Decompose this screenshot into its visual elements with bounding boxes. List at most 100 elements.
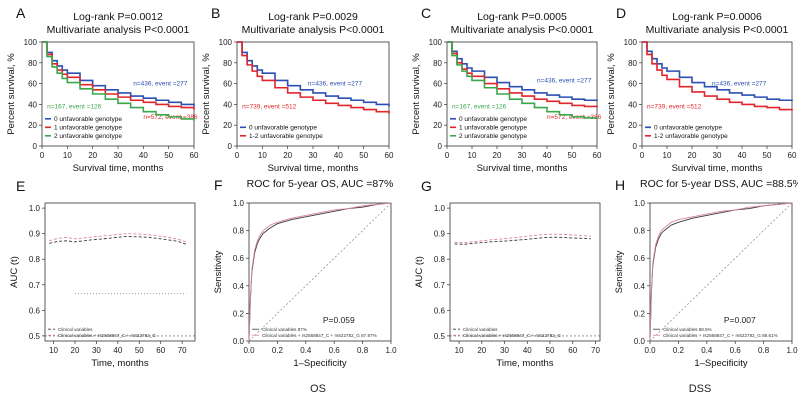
y-tick-label: 1.0 [233, 199, 245, 208]
y-tick-label: 40 [28, 100, 37, 109]
chart-title: ROC for 5-year DSS, AUC =88.5% [640, 178, 798, 190]
group-label-os: OS [310, 383, 326, 395]
x-tick-label: 10 [258, 151, 267, 160]
series-annotation: n=436, event =277 [712, 81, 767, 88]
y-tick-label: 100 [24, 38, 38, 47]
y-tick-label: 0.9 [29, 230, 41, 239]
x-tick-label: 60 [385, 151, 394, 160]
legend-entry: 0 unfavorable genotype [249, 125, 317, 132]
x-tick-label: 0.4 [701, 346, 713, 355]
y-tick-label: 0.8 [434, 255, 446, 264]
x-axis-label: Time, months [496, 358, 553, 369]
x-axis-label: Time, months [91, 358, 148, 369]
diagonal-line [248, 202, 392, 342]
legend-entry: Clinical variables 88.5% [663, 327, 712, 332]
panel-f: F ROC for 5-year OS, AUC =87% 0.0 0.2 0.4 0.6… [213, 177, 397, 369]
panel-letter: H [615, 177, 625, 193]
x-tick-label: 20 [477, 346, 486, 355]
y-tick-label: 1.0 [634, 199, 646, 208]
y-tick-label: 80 [28, 59, 37, 68]
y-tick-label: 0.4 [634, 282, 646, 291]
diagonal-line [649, 202, 793, 342]
plot-frame [649, 202, 793, 342]
y-tick-label: 60 [433, 80, 442, 89]
legend-entry: 1 unfavorable genotype [459, 125, 527, 132]
y-tick-label: 0.8 [29, 255, 41, 264]
x-tick-label: 0.2 [272, 346, 284, 355]
x-tick-label: 50 [546, 346, 555, 355]
x-tick-label: 0 [235, 151, 240, 160]
panel-h: H ROC for 5-year DSS, AUC =88.5% 0.0 0.2 0.4… [614, 177, 798, 369]
legend-entry: 1-2 unfavorable genotype [654, 133, 728, 140]
x-tick-label: 50 [763, 151, 772, 160]
x-tick-label: 30 [518, 151, 527, 160]
series-line [642, 41, 793, 111]
x-tick-label: 10 [663, 151, 672, 160]
y-tick-label: 0.5 [434, 332, 446, 341]
legend-entry: Clinical variables + rs2568847_C + rs622… [58, 333, 156, 338]
series-annotation: n=739, event =512 [242, 104, 297, 111]
y-tick-label: 0.7 [434, 281, 446, 290]
chart-title: Multivariate analysis P<0.0001 [242, 24, 385, 36]
series-line [642, 41, 793, 102]
series-annotation: n=436, event =277 [308, 81, 363, 88]
panel-letter: B [211, 5, 220, 21]
y-tick-label: 0.0 [233, 337, 245, 346]
panel-letter: C [421, 5, 431, 21]
y-tick-label: 60 [28, 80, 37, 89]
legend-entry: Clinical variables [463, 327, 498, 332]
panel-e: E 10 20 30 40 50 60 70 0.5 0.6 0.7 0.8 0.9 1.0 Time, m… [9, 178, 196, 369]
x-axis-label: Survival time, months [672, 163, 763, 174]
x-axis-label: Survival time, months [477, 163, 568, 174]
x-tick-label: 30 [500, 346, 509, 355]
x-tick-label: 30 [92, 346, 101, 355]
panel-letter: D [616, 5, 626, 21]
x-tick-label: 30 [713, 151, 722, 160]
x-tick-label: 60 [788, 151, 797, 160]
x-tick-label: 0.0 [243, 346, 255, 355]
chart-title: Multivariate analysis P<0.0001 [451, 24, 594, 36]
plot-frame [44, 202, 196, 342]
y-axis-label: AUC (t) [414, 256, 425, 288]
y-axis-label: Percent survival, % [606, 53, 617, 135]
y-tick-label: 0.6 [634, 254, 646, 263]
y-tick-label: 0.2 [233, 309, 245, 318]
x-tick-label: 40 [334, 151, 343, 160]
x-tick-label: 10 [49, 346, 58, 355]
x-tick-label: 60 [593, 151, 602, 160]
chart-title: Log-rank P=0.0005 [477, 11, 567, 23]
y-tick-label: 40 [628, 100, 637, 109]
x-tick-label: 50 [568, 151, 577, 160]
legend-entry: 2 unfavorable genotype [54, 133, 122, 140]
legend-entry: 1-2 unfavorable genotype [249, 133, 323, 140]
legend-entry: Clinical variables + rs2568847_C + rs622… [262, 333, 377, 338]
x-tick-label: 70 [178, 346, 187, 355]
series-annotation: n=436, event =277 [537, 78, 592, 85]
series-line [42, 41, 195, 110]
x-tick-label: 20 [283, 151, 292, 160]
y-tick-label: 20 [223, 121, 232, 130]
y-tick-label: 0 [438, 142, 443, 151]
x-axis-label: 1–Specificity [293, 358, 347, 369]
x-tick-label: 1.0 [786, 346, 798, 355]
y-axis-label: Sensitivity [213, 250, 224, 293]
x-tick-label: 0.2 [673, 346, 685, 355]
y-tick-label: 0.8 [233, 227, 245, 236]
x-tick-label: 30 [114, 151, 123, 160]
series-line [248, 202, 392, 342]
series-annotation: n=739, event =512 [647, 104, 702, 111]
x-tick-label: 40 [738, 151, 747, 160]
x-tick-label: 50 [164, 151, 173, 160]
y-tick-label: 0.0 [634, 337, 646, 346]
series-line [454, 233, 591, 244]
y-tick-label: 20 [628, 121, 637, 130]
x-tick-label: 0.4 [300, 346, 312, 355]
legend-entry: 0 unfavorable genotype [54, 116, 122, 123]
series-line [447, 41, 598, 102]
chart-title: Log-rank P=0.0012 [73, 11, 163, 23]
x-axis-label: Survival time, months [268, 163, 359, 174]
y-tick-label: 0.7 [29, 281, 41, 290]
y-tick-label: 0.4 [233, 282, 245, 291]
y-tick-label: 0.2 [634, 309, 646, 318]
